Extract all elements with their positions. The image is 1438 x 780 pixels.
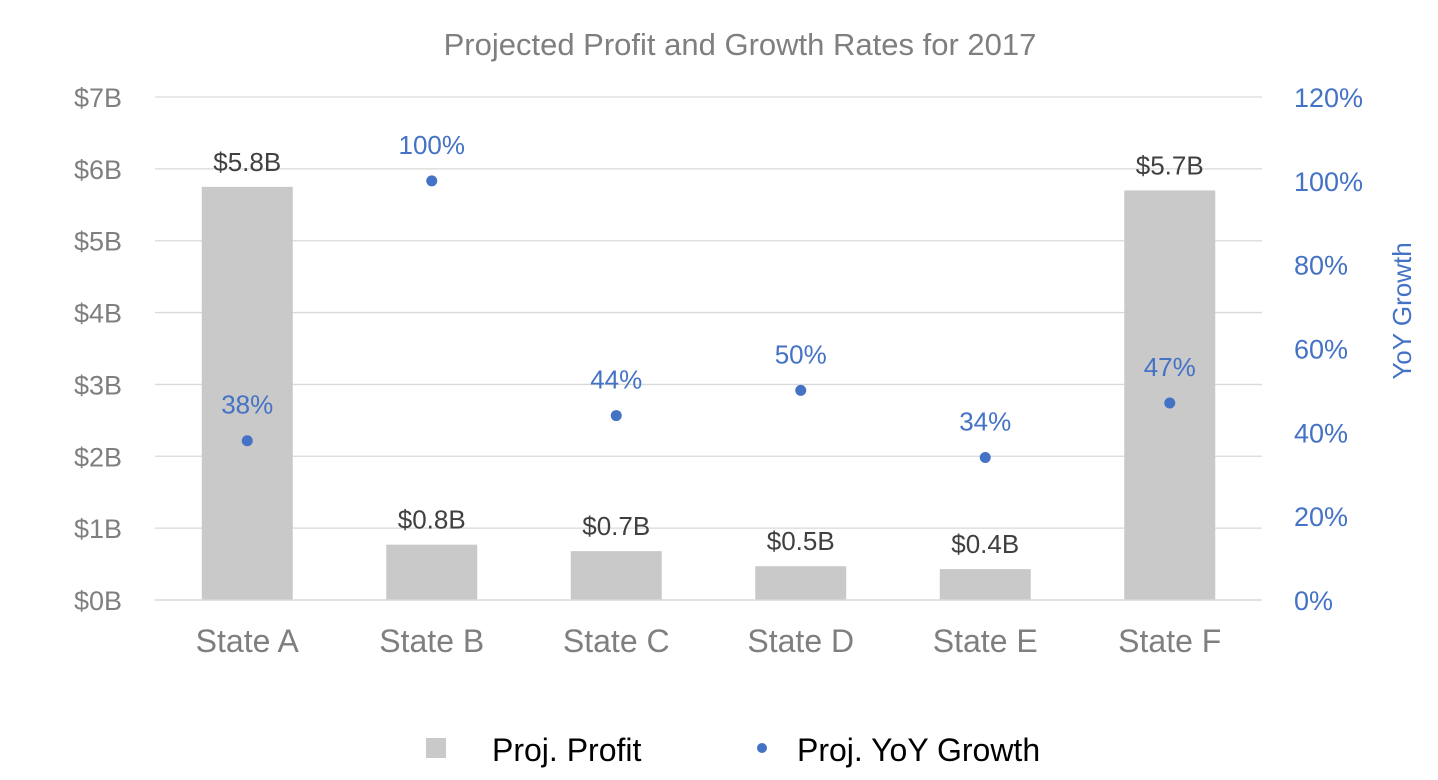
category-label: State B [379,623,484,659]
profit-bar [570,551,662,600]
left-tick-label: $7B [74,83,122,113]
profit-bar-label: $5.8B [213,147,281,177]
right-tick-label: 20% [1294,502,1348,532]
left-tick-label: $5B [74,227,122,257]
axes: $0B $1B $2B $3B $4B $5B $6B $7B 0% 20% 40% 60% 80% 10… [74,83,1363,659]
growth-point [795,384,807,396]
right-tick-label: 40% [1294,418,1348,448]
growth-point [1164,397,1176,409]
bars: $5.8B $0.8B $0.7B $0.5B $0.4B $5.7B [201,147,1216,601]
profit-bar-label: $0.5B [767,526,835,556]
category-label: State A [196,623,300,659]
growth-point [241,435,253,447]
profit-bar [201,186,293,601]
right-tick-label: 100% [1294,167,1363,197]
legend-profit-swatch [426,738,446,758]
category-label: State E [933,623,1038,659]
right-tick-label: 120% [1294,83,1363,113]
left-tick-label: $0B [74,586,122,616]
left-tick-label: $2B [74,442,122,472]
left-tick-label: $1B [74,514,122,544]
profit-bar-label: $5.7B [1136,150,1204,180]
left-tick-label: $4B [74,299,122,329]
profit-bar [755,566,847,600]
legend-growth-label: Proj. YoY Growth [797,732,1040,768]
right-tick-label: 0% [1294,586,1333,616]
growth-point-label: 34% [959,406,1011,436]
profit-bar [386,544,478,600]
growth-point-label: 100% [399,130,466,160]
profit-bar-label: $0.8B [398,505,466,535]
right-axis-title: YoY Growth [1387,242,1417,379]
growth-point [979,451,991,463]
left-tick-label: $3B [74,370,122,400]
growth-point [426,175,438,187]
category-label: State C [563,623,670,659]
gridlines [155,96,1262,529]
profit-bar-label: $0.4B [951,529,1019,559]
growth-point-label: 38% [221,390,273,420]
profit-bar [939,569,1031,600]
legend-profit-label: Proj. Profit [492,732,641,768]
growth-point [610,410,622,422]
growth-point-label: 47% [1144,352,1196,382]
legend-growth-marker [757,743,767,753]
category-label: State F [1118,623,1221,659]
chart-title: Projected Profit and Growth Rates for 20… [444,27,1037,62]
growth-point-label: 50% [775,339,827,369]
right-tick-label: 60% [1294,335,1348,365]
right-tick-label: 80% [1294,251,1348,281]
growth-point-label: 44% [590,365,642,395]
left-tick-label: $6B [74,155,122,185]
growth-points: 38% 100% 44% 50% 34% 47% [221,130,1196,463]
profit-bar [1124,190,1216,600]
category-label: State D [747,623,854,659]
profit-bar-label: $0.7B [582,511,650,541]
legend: Proj. Profit Proj. YoY Growth [426,732,1040,768]
